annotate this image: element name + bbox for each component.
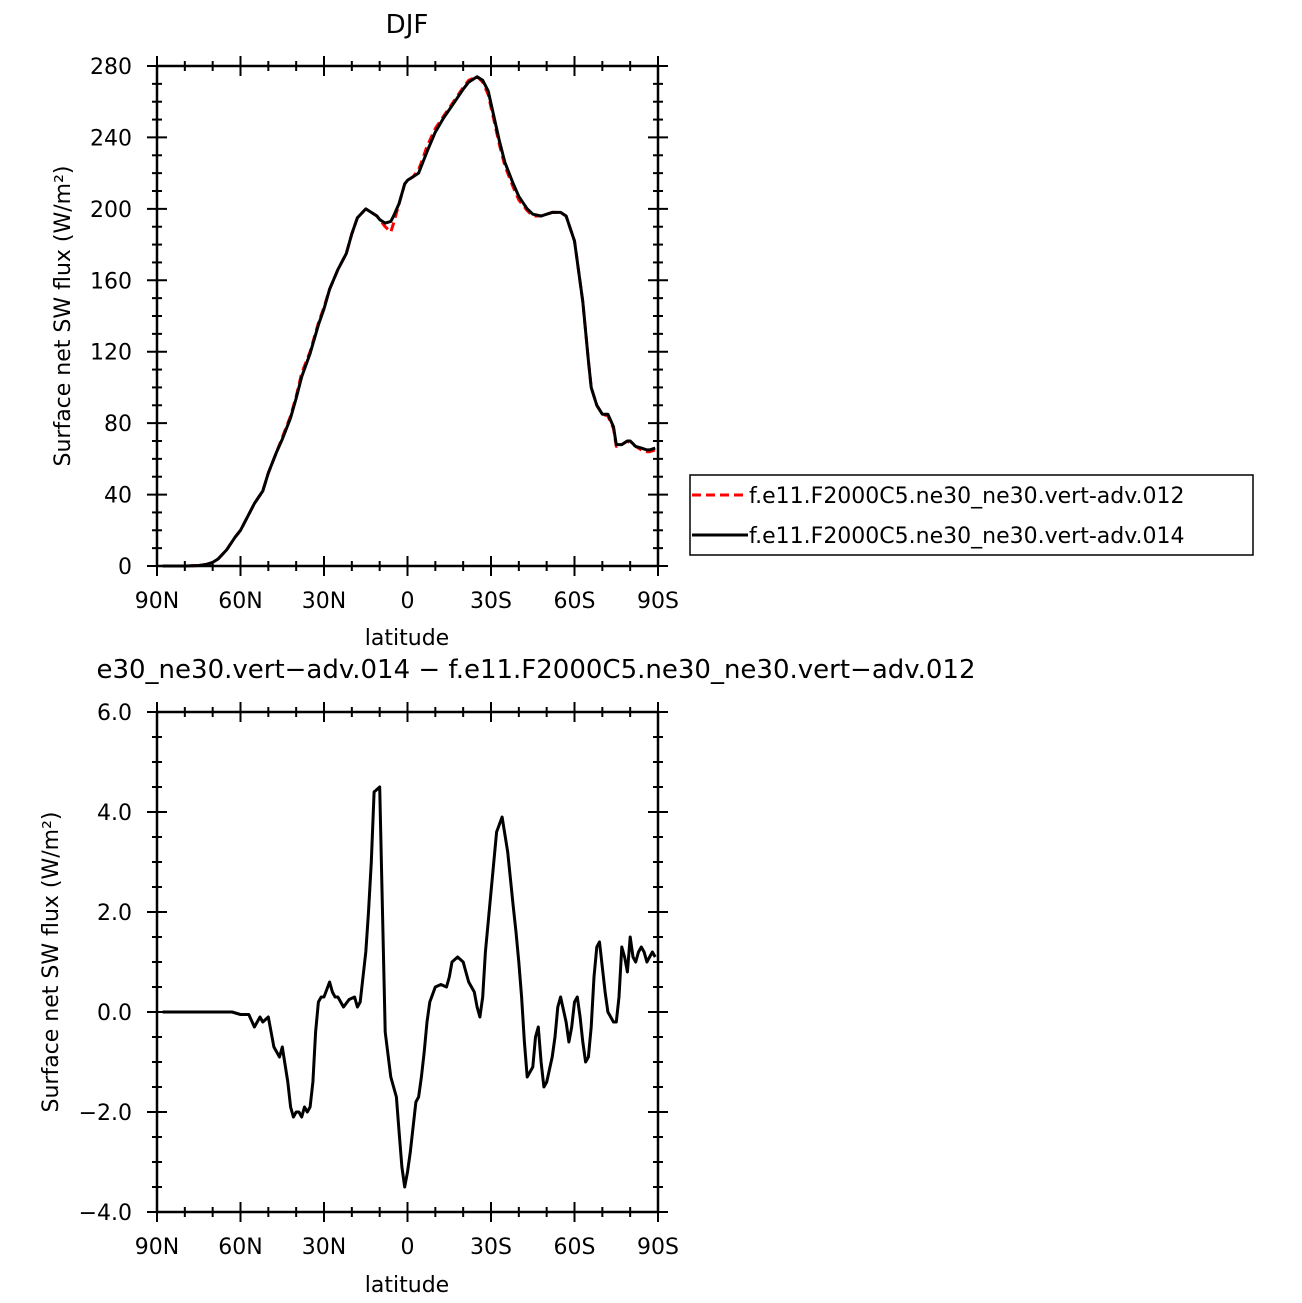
top-panel: DJF 90N 60N 30N 0 30S 60S 90S 0 40 80 120 160 200 240…	[51, 10, 679, 651]
bottom-x-axis-label: latitude	[365, 1273, 449, 1298]
bottom-panel: e30_ne30.vert−adv.014 − f.e11.F2000C5.ne…	[39, 655, 976, 1298]
series-line-1	[162, 75, 656, 568]
x-tick-label: 60S	[554, 1235, 596, 1260]
series-line-0	[162, 75, 656, 568]
top-x-axis-label: latitude	[365, 626, 449, 651]
x-tick-label: 60N	[218, 589, 262, 614]
x-tick-label: 90N	[135, 1235, 179, 1260]
x-tick-label: 0	[401, 1235, 415, 1260]
top-chart-title: DJF	[386, 10, 429, 40]
bottom-chart-title: e30_ne30.vert−adv.014 − f.e11.F2000C5.ne…	[96, 655, 975, 685]
x-tick-label: 90N	[135, 589, 179, 614]
x-tick-label: 30S	[470, 589, 512, 614]
y-tick-label: 80	[104, 412, 132, 437]
y-tick-label: −2.0	[79, 1101, 132, 1126]
x-tick-label: 60N	[218, 1235, 262, 1260]
x-tick-label: 30S	[470, 1235, 512, 1260]
top-ticks	[147, 56, 668, 576]
y-tick-label: 6.0	[97, 701, 132, 726]
bottom-ticks	[147, 702, 668, 1222]
x-tick-label: 30N	[302, 1235, 346, 1260]
y-tick-label: 40	[104, 484, 132, 509]
y-tick-label: 120	[90, 341, 132, 366]
y-tick-label: −4.0	[79, 1201, 132, 1226]
top-y-axis-label: Surface net SW flux (W/m²)	[51, 165, 76, 466]
x-tick-label: 60S	[554, 589, 596, 614]
bottom-series-lines	[162, 785, 657, 1189]
y-tick-label: 280	[90, 55, 132, 80]
bottom-y-axis-label: Surface net SW flux (W/m²)	[39, 811, 64, 1112]
bottom-plot-frame	[155, 710, 660, 1214]
top-plot-frame	[155, 64, 660, 568]
x-tick-label: 90S	[637, 1235, 679, 1260]
legend-label-012: f.e11.F2000C5.ne30_ne30.vert-adv.012	[749, 484, 1185, 509]
x-tick-label: 30N	[302, 589, 346, 614]
y-tick-label: 240	[90, 126, 132, 151]
y-tick-label: 0	[118, 555, 132, 580]
x-tick-label: 90S	[637, 589, 679, 614]
legend-label-014: f.e11.F2000C5.ne30_ne30.vert-adv.014	[749, 524, 1185, 549]
y-tick-label: 0.0	[97, 1001, 132, 1026]
series-line-0	[162, 785, 657, 1189]
top-tick-labels: 90N 60N 30N 0 30S 60S 90S 0 40 80 120 160 200 240 280	[90, 55, 679, 614]
y-tick-label: 4.0	[97, 801, 132, 826]
legend: f.e11.F2000C5.ne30_ne30.vert-adv.012 f.e…	[689, 474, 1254, 556]
bottom-tick-labels: 90N 60N 30N 0 30S 60S 90S −4.0 −2.0 0.0 2.0 4.0 6.0	[79, 701, 679, 1260]
y-tick-label: 2.0	[97, 901, 132, 926]
y-tick-label: 200	[90, 198, 132, 223]
legend-frame	[689, 474, 1254, 556]
y-tick-label: 160	[90, 269, 132, 294]
top-series-lines	[162, 75, 656, 568]
x-tick-label: 0	[401, 589, 415, 614]
